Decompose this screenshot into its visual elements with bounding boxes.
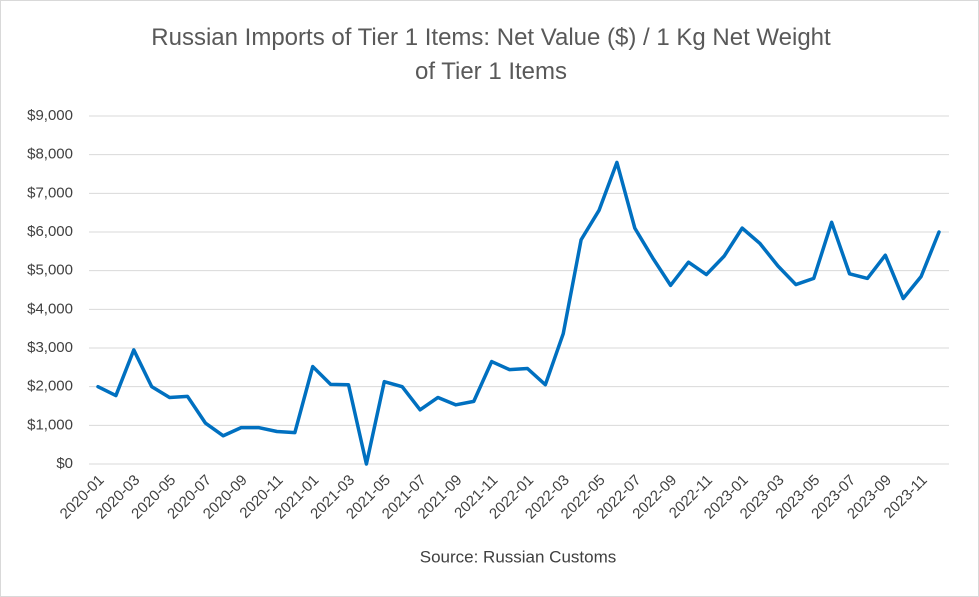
data-line — [96, 160, 941, 466]
y-tick-label: $1,000 — [27, 416, 73, 433]
chart-title: Russian Imports of Tier 1 Items: Net Val… — [151, 24, 831, 85]
y-tick-label: $8,000 — [27, 146, 73, 163]
y-tick-label: $9,000 — [27, 107, 73, 124]
y-tick-label: $6,000 — [27, 223, 73, 240]
y-tick-label: $3,000 — [27, 339, 73, 356]
y-tick-label: $4,000 — [27, 300, 73, 317]
y-tick-label: $7,000 — [27, 184, 73, 201]
y-tick-label: $2,000 — [27, 378, 73, 395]
y-tick-label: $0 — [56, 455, 73, 472]
source-note: Source: Russian Customs — [420, 547, 617, 566]
y-tick-label: $5,000 — [27, 262, 73, 279]
